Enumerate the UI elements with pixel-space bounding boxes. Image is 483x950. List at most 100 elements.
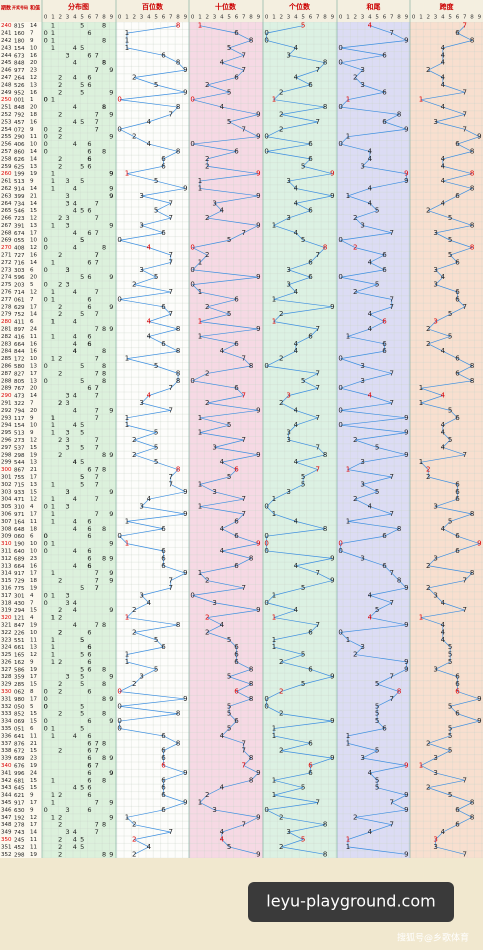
distribution-digit: 6 <box>87 51 91 59</box>
distribution-digit: 1 <box>51 22 55 30</box>
draw-number: 673 <box>14 53 25 59</box>
distribution-digit: 7 <box>95 288 99 296</box>
sum-value: 19 <box>30 852 37 858</box>
distribution-digit: 7 <box>95 495 99 503</box>
draw-digit: 6 <box>21 82 25 88</box>
sum-value: 11 <box>30 844 37 850</box>
column-digit: 1 <box>198 15 202 21</box>
draw-number: 897 <box>14 327 25 333</box>
distribution-digit: 7 <box>95 369 99 377</box>
draw-digit: 8 <box>14 23 18 29</box>
trend-digit: 2 <box>279 399 283 407</box>
trend-digit: 6 <box>455 673 460 681</box>
draw-digit: 4 <box>14 119 18 125</box>
distribution-digit: 1 <box>51 813 55 821</box>
draw-digit: 2 <box>21 90 25 96</box>
trend-digit: 3 <box>433 836 437 844</box>
sum-value: 17 <box>30 371 37 377</box>
trend-digit: 9 <box>256 110 260 118</box>
distribution-digit: 5 <box>80 88 84 96</box>
draw-digit: 9 <box>18 541 22 547</box>
draw-digit: 8 <box>14 467 18 473</box>
distribution-digit: 1 <box>51 791 55 799</box>
trend-digit: 5 <box>301 236 305 244</box>
trend-digit: 6 <box>308 769 313 777</box>
draw-digit: 7 <box>18 438 22 444</box>
draw-number: 952 <box>14 90 25 96</box>
column-digit: 8 <box>397 15 401 21</box>
trend-digit: 5 <box>154 429 158 437</box>
draw-number: 001 <box>14 97 25 103</box>
draw-digit: 4 <box>21 563 25 569</box>
draw-digit: 8 <box>14 371 18 377</box>
distribution-digit: 8 <box>102 776 106 784</box>
trend-digit: 4 <box>441 81 446 89</box>
distribution-digit: 5 <box>80 429 84 437</box>
column-digit: 1 <box>51 15 55 21</box>
draw-digit: 2 <box>14 282 18 288</box>
column-digit: 6 <box>162 15 166 21</box>
trend-digit: 0 <box>338 59 342 67</box>
period: 336 <box>1 733 12 739</box>
distribution-digit: 5 <box>80 725 84 733</box>
trend-digit: 4 <box>294 347 299 355</box>
sum-value: 17 <box>30 822 37 828</box>
distribution-digit: 7 <box>95 584 99 592</box>
distribution-digit: 2 <box>58 710 62 718</box>
distribution-digit: 7 <box>95 384 99 392</box>
draw-number: 245 <box>14 837 25 843</box>
draw-number: 359 <box>14 674 25 680</box>
draw-number: 537 <box>14 445 25 451</box>
distribution-digit: 5 <box>80 177 84 185</box>
draw-digit: 7 <box>14 482 18 488</box>
period: 352 <box>1 852 12 858</box>
distribution-digit: 3 <box>65 177 69 185</box>
draw-digit: 6 <box>14 304 18 310</box>
trend-digit: 0 <box>338 140 342 148</box>
trend-digit: 0 <box>264 599 268 607</box>
trend-digit: 1 <box>125 44 129 52</box>
sum-value: 17 <box>30 696 37 702</box>
distribution-digit: 4 <box>73 784 77 792</box>
period: 331 <box>1 696 12 702</box>
draw-number: 294 <box>14 608 25 614</box>
trend-digit: 4 <box>294 340 299 348</box>
distribution-digit: 7 <box>95 762 99 770</box>
draw-digit: 8 <box>18 682 22 688</box>
distribution-digit: 1 <box>51 36 55 44</box>
draw-digit: 0 <box>18 267 22 273</box>
period: 278 <box>1 304 12 310</box>
period: 288 <box>1 378 12 384</box>
trend-digit: 5 <box>448 310 452 318</box>
distribution-digit: 7 <box>95 125 99 133</box>
trend-digit: 5 <box>448 747 452 755</box>
trend-digit: 5 <box>375 207 379 215</box>
distribution-digit: 2 <box>58 81 62 89</box>
trend-digit: 4 <box>441 155 446 163</box>
draw-digit: 1 <box>21 645 25 651</box>
draw-digit: 0 <box>14 127 18 133</box>
trend-digit: 1 <box>346 732 350 740</box>
distribution-digit: 4 <box>73 599 77 607</box>
trend-digit: 3 <box>139 591 143 599</box>
draw-digit: 9 <box>18 223 22 229</box>
trend-digit: 2 <box>279 355 283 363</box>
trend-digit: 6 <box>161 754 166 762</box>
trend-digit: 9 <box>404 429 408 437</box>
trend-digit: 7 <box>463 577 467 585</box>
trend-digit: 5 <box>154 177 158 185</box>
trend-line <box>339 25 408 855</box>
draw-digit: 5 <box>14 430 18 436</box>
trend-digit: 4 <box>294 406 299 414</box>
trend-digit: 9 <box>256 850 260 858</box>
distribution-digit: 0 <box>44 96 48 104</box>
draw-digit: 9 <box>14 770 18 776</box>
trend-digit: 2 <box>426 784 430 792</box>
trend-digit: 1 <box>125 421 129 429</box>
distribution-digit: 9 <box>109 769 113 777</box>
draw-digit: 3 <box>14 674 18 680</box>
trend-digit: 9 <box>477 133 481 141</box>
trend-digit: 5 <box>227 44 231 52</box>
draw-number: 689 <box>14 556 25 562</box>
trend-digit: 1 <box>272 643 276 651</box>
